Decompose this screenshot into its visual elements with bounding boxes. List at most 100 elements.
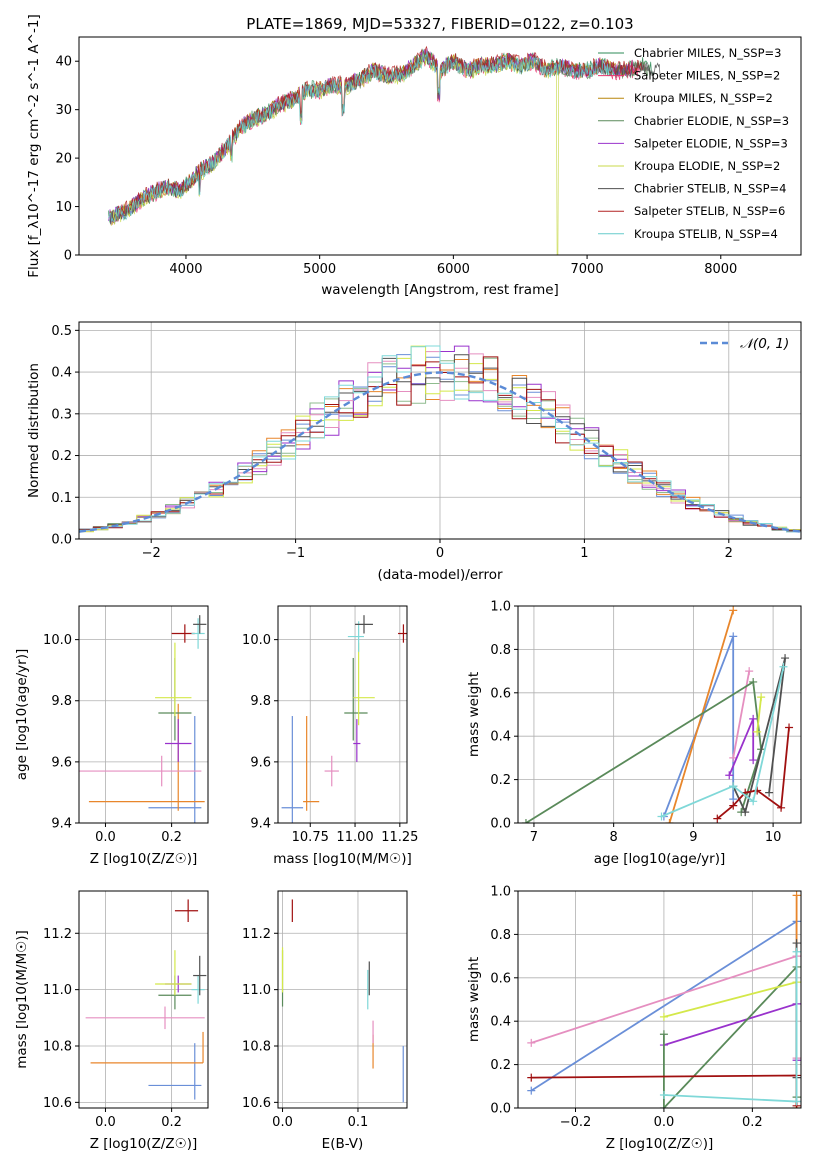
y-tick-label: 9.4 bbox=[250, 817, 271, 832]
x-tick-label: 10.75 bbox=[292, 830, 329, 845]
x-axis-label: Z [log10(Z/Z☉)] bbox=[606, 1136, 714, 1152]
y-tick-label: 0.4 bbox=[490, 730, 511, 745]
y-axis-label: Normed distribution bbox=[26, 363, 42, 498]
age-vs-metallicity-panel: 0.0 0.2 9.4 9.6 9.8 10.0 Z [log10(Z/Z☉)] age [l… bbox=[14, 605, 209, 867]
age-vs-mass-panel: 10.75 11.00 11.25 9.4 9.6 9.8 10.0 mass [log10(… bbox=[242, 605, 418, 867]
axes-frame bbox=[78, 321, 802, 540]
x-tick-label: 11.00 bbox=[336, 830, 373, 845]
y-tick-label: 0.2 bbox=[490, 773, 511, 788]
mass-weight-marker bbox=[729, 606, 738, 615]
y-tick-label: 10.6 bbox=[242, 1096, 271, 1111]
x-axis-label: wavelength [Angstrom, rest frame] bbox=[321, 282, 559, 298]
x-tick-label: 0.2 bbox=[161, 1115, 182, 1130]
y-tick-label: 0.2 bbox=[51, 449, 72, 464]
mass-weight-marker bbox=[779, 662, 788, 671]
x-tick-label: 11.25 bbox=[381, 830, 418, 845]
x-tick-label: 0.2 bbox=[161, 830, 182, 845]
y-tick-label: 0.6 bbox=[490, 686, 511, 701]
y-tick-label: 0.4 bbox=[490, 1015, 511, 1030]
mass-weight-marker bbox=[713, 814, 722, 823]
plot-area bbox=[521, 606, 794, 823]
x-tick-label: 0.2 bbox=[742, 1115, 763, 1130]
mass-weight-marker bbox=[659, 1030, 668, 1039]
legend-entry: Chabrier ELODIE, N_SSP=3 bbox=[634, 114, 789, 128]
y-tick-label: 10.0 bbox=[43, 633, 72, 648]
y-tick-label: 0.0 bbox=[51, 533, 72, 548]
y-tick-label: 20 bbox=[55, 152, 72, 167]
x-tick-label: 9 bbox=[689, 830, 697, 845]
mass-weight-marker bbox=[729, 632, 738, 641]
y-tick-label: 0.5 bbox=[51, 324, 72, 339]
legend-entry: Salpeter MILES, N_SSP=2 bbox=[634, 69, 780, 83]
x-axis-label: Z [log10(Z/Z☉)] bbox=[90, 1136, 198, 1152]
mass-weight-line bbox=[756, 696, 762, 733]
legend-entry: Salpeter STELIB, N_SSP=6 bbox=[634, 204, 785, 218]
x-tick-label: −2 bbox=[142, 546, 161, 561]
plot-area bbox=[79, 345, 801, 533]
gridlines bbox=[79, 606, 208, 824]
mass-weight-marker bbox=[729, 782, 738, 791]
axes-frame bbox=[517, 605, 802, 824]
gridlines bbox=[278, 606, 407, 824]
y-tick-label: 10.6 bbox=[43, 1096, 72, 1111]
y-tick-label: 10.8 bbox=[242, 1040, 271, 1055]
y-tick-label: 0.2 bbox=[490, 1058, 511, 1073]
x-tick-label: 0.0 bbox=[95, 1115, 116, 1130]
x-tick-label: 0.0 bbox=[272, 1115, 293, 1130]
mass-weight-line bbox=[716, 727, 790, 820]
x-tick-label: 4000 bbox=[169, 262, 202, 277]
plot-area bbox=[79, 615, 207, 823]
y-axis-label: mass weight bbox=[466, 672, 482, 757]
mass-weight-marker bbox=[527, 1073, 536, 1082]
y-tick-label: 11.0 bbox=[43, 983, 72, 998]
mass-weight-marker bbox=[792, 1097, 801, 1106]
x-tick-label: 0.0 bbox=[95, 830, 116, 845]
x-tick-label: 10 bbox=[765, 830, 782, 845]
x-tick-label: 0 bbox=[436, 546, 444, 561]
weight-vs-age-panel: 7 8 9 10 0.0 0.2 0.4 0.6 0.8 1.0 age [log10(age/yr… bbox=[466, 600, 802, 867]
mass-weight-marker bbox=[749, 714, 758, 723]
mass-weight-marker bbox=[792, 891, 801, 900]
y-tick-label: 11.2 bbox=[43, 927, 72, 942]
mass-weight-marker bbox=[749, 677, 758, 686]
axes-frame bbox=[277, 605, 408, 824]
y-tick-label: 1.0 bbox=[490, 885, 511, 900]
mass-weight-marker bbox=[765, 788, 774, 797]
y-tick-label: 0.8 bbox=[490, 928, 511, 943]
residuals-panel: −2 −1 0 1 2 0.0 0.1 0.2 0.3 0.4 0.5 (data-model)/er… bbox=[26, 321, 802, 583]
plot-area bbox=[108, 45, 661, 255]
plot-area bbox=[85, 899, 207, 1100]
y-tick-label: 10 bbox=[55, 200, 72, 215]
axes-frame bbox=[517, 890, 802, 1109]
axes-frame bbox=[78, 36, 802, 256]
mass-weight-marker bbox=[725, 771, 734, 780]
mass-weight-marker bbox=[659, 1012, 668, 1021]
mass-weight-marker bbox=[785, 723, 794, 732]
y-tick-label: 0.6 bbox=[490, 971, 511, 986]
legend-entry: Kroupa ELODIE, N_SSP=2 bbox=[634, 159, 780, 173]
mass-weight-line bbox=[668, 610, 735, 823]
axes-frame bbox=[78, 605, 209, 824]
x-tick-label: 5000 bbox=[303, 262, 336, 277]
mass-weight-marker bbox=[792, 939, 801, 948]
weight-vs-metallicity-panel: −0.2 0.0 0.2 0.0 0.2 0.4 0.6 0.8 1.0 Z [log10(Z/Z… bbox=[466, 885, 802, 1152]
mass-weight-marker bbox=[753, 727, 762, 736]
mass-weight-marker bbox=[657, 812, 666, 821]
x-tick-label: 2 bbox=[725, 546, 733, 561]
mass-weight-marker bbox=[527, 1086, 536, 1095]
y-tick-label: 10.8 bbox=[43, 1040, 72, 1055]
y-tick-label: 11.2 bbox=[242, 927, 271, 942]
x-tick-label: 7 bbox=[530, 830, 538, 845]
plot-area bbox=[281, 899, 404, 1103]
axes-frame bbox=[78, 890, 209, 1109]
legend-entry: Chabrier STELIB, N_SSP=4 bbox=[634, 182, 786, 196]
y-tick-label: 0.0 bbox=[490, 817, 511, 832]
mass-weight-line bbox=[525, 680, 763, 823]
y-tick-label: 30 bbox=[55, 103, 72, 118]
y-tick-label: 9.6 bbox=[250, 755, 271, 770]
y-tick-label: 9.8 bbox=[250, 694, 271, 709]
mass-weight-marker bbox=[792, 947, 801, 956]
x-tick-label: 1 bbox=[580, 546, 588, 561]
mass-weight-marker bbox=[527, 1038, 536, 1047]
